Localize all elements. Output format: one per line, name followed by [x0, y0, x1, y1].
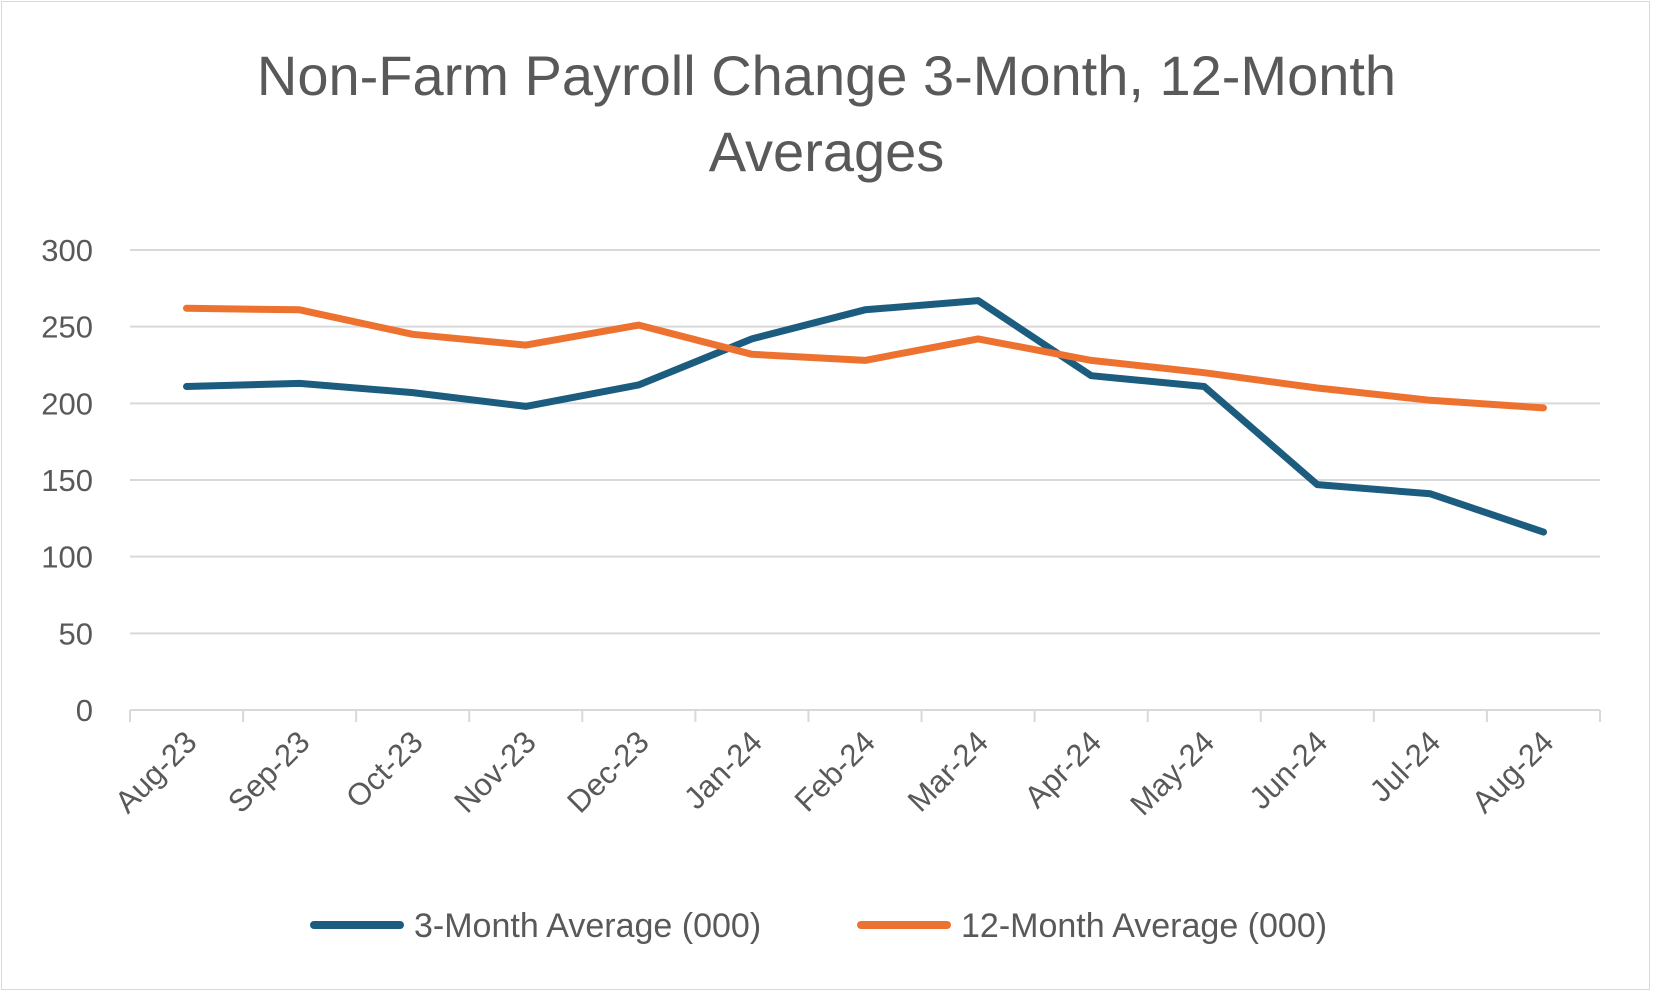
x-tick-label: Nov-23 — [447, 724, 542, 819]
series-lines — [183, 297, 1547, 536]
chart-title-line-2: Averages — [708, 120, 945, 183]
x-tick-label: Jul-24 — [1363, 724, 1447, 808]
x-tick-label: Dec-23 — [560, 724, 655, 819]
x-tick-label: Aug-24 — [1465, 724, 1560, 819]
x-tick-label: Feb-24 — [788, 724, 882, 818]
x-tick-label: Apr-24 — [1018, 724, 1109, 815]
chart-title-line-1: Non-Farm Payroll Change 3-Month, 12-Mont… — [256, 44, 1397, 107]
x-tick-label: Aug-23 — [108, 724, 203, 819]
x-tick-label: May-24 — [1123, 724, 1221, 822]
x-tick-label: Sep-23 — [221, 724, 316, 819]
gridlines — [130, 249, 1600, 635]
chart-title: Non-Farm Payroll Change 3-Month, 12-Mont… — [0, 38, 1653, 190]
x-tick-label: Jan-24 — [677, 724, 769, 816]
x-axis — [129, 709, 1601, 722]
y-tick-label: 50 — [59, 616, 93, 651]
x-axis-tick-labels: Aug-23 Sep-23 Oct-23 Nov-23 Dec-23 Jan-24 Feb-… — [108, 724, 1560, 822]
y-tick-label: 0 — [76, 693, 93, 728]
y-axis-tick-labels: 0 50 100 150 200 250 300 — [41, 233, 93, 728]
legend: 3-Month Average (000) 12-Month Average (0… — [310, 907, 1327, 945]
x-tick-label: Oct-23 — [339, 724, 430, 815]
legend-label-2: 12-Month Average (000) — [961, 907, 1327, 945]
x-tick-label: Mar-24 — [901, 724, 995, 818]
y-tick-label: 300 — [41, 233, 93, 268]
series-line-2 — [183, 304, 1547, 412]
y-tick-label: 250 — [41, 310, 93, 345]
legend-label-1: 3-Month Average (000) — [414, 907, 761, 945]
y-tick-label: 150 — [41, 463, 93, 498]
series-line-1 — [183, 297, 1547, 536]
y-tick-label: 100 — [41, 540, 93, 575]
x-tick-label: Jun-24 — [1242, 724, 1334, 816]
y-tick-label: 200 — [41, 386, 93, 421]
